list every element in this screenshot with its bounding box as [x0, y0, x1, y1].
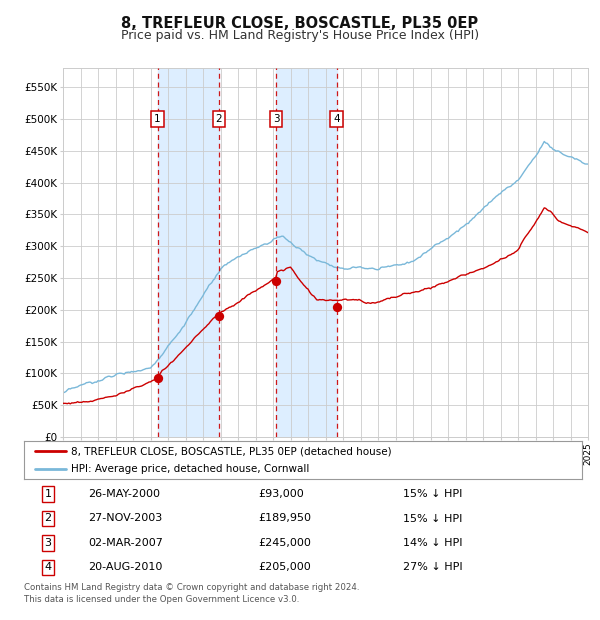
- Bar: [157, 68, 219, 437]
- Text: 1: 1: [44, 489, 52, 499]
- Text: £205,000: £205,000: [259, 562, 311, 572]
- Text: This data is licensed under the Open Government Licence v3.0.: This data is licensed under the Open Gov…: [24, 595, 299, 604]
- Text: Price paid vs. HM Land Registry's House Price Index (HPI): Price paid vs. HM Land Registry's House …: [121, 29, 479, 42]
- Text: £93,000: £93,000: [259, 489, 304, 499]
- Text: £189,950: £189,950: [259, 513, 311, 523]
- Text: HPI: Average price, detached house, Cornwall: HPI: Average price, detached house, Corn…: [71, 464, 310, 474]
- Text: 2: 2: [44, 513, 52, 523]
- Point: [152, 373, 162, 383]
- Text: 27-NOV-2003: 27-NOV-2003: [88, 513, 163, 523]
- Text: Contains HM Land Registry data © Crown copyright and database right 2024.: Contains HM Land Registry data © Crown c…: [24, 583, 359, 592]
- Text: 3: 3: [272, 114, 279, 124]
- Text: 4: 4: [44, 562, 52, 572]
- Text: 02-MAR-2007: 02-MAR-2007: [88, 538, 163, 548]
- Text: 3: 3: [44, 538, 52, 548]
- Text: 27% ↓ HPI: 27% ↓ HPI: [403, 562, 463, 572]
- Point: [271, 277, 281, 286]
- Text: 8, TREFLEUR CLOSE, BOSCASTLE, PL35 0EP (detached house): 8, TREFLEUR CLOSE, BOSCASTLE, PL35 0EP (…: [71, 446, 392, 456]
- Point: [214, 311, 224, 321]
- Text: 8, TREFLEUR CLOSE, BOSCASTLE, PL35 0EP: 8, TREFLEUR CLOSE, BOSCASTLE, PL35 0EP: [121, 16, 479, 30]
- Text: 14% ↓ HPI: 14% ↓ HPI: [403, 538, 463, 548]
- Text: 15% ↓ HPI: 15% ↓ HPI: [403, 489, 463, 499]
- Text: £245,000: £245,000: [259, 538, 311, 548]
- Text: 20-AUG-2010: 20-AUG-2010: [88, 562, 163, 572]
- Text: 26-MAY-2000: 26-MAY-2000: [88, 489, 160, 499]
- Text: 15% ↓ HPI: 15% ↓ HPI: [403, 513, 463, 523]
- Text: 2: 2: [215, 114, 222, 124]
- Text: 1: 1: [154, 114, 161, 124]
- Bar: [276, 68, 337, 437]
- Point: [332, 302, 341, 312]
- Text: 4: 4: [334, 114, 340, 124]
